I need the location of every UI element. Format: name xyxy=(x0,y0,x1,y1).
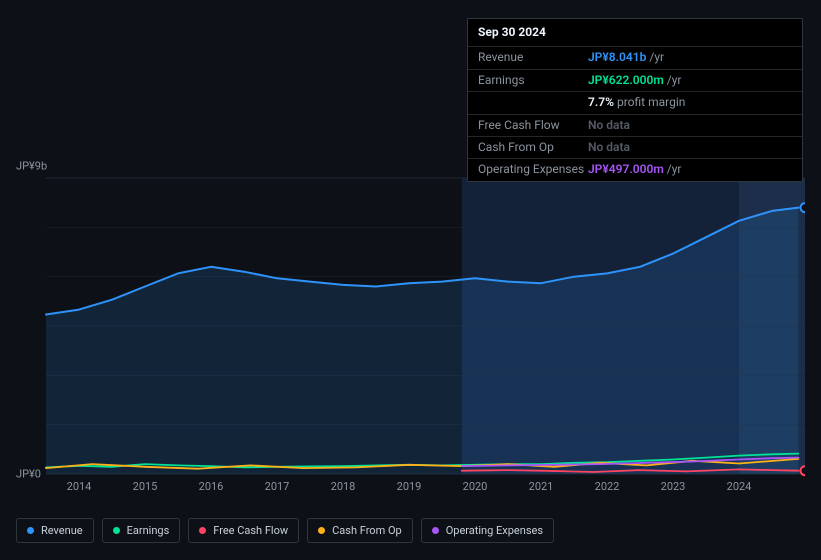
chart-legend: Revenue Earnings Free Cash Flow Cash From O… xyxy=(16,518,554,543)
x-axis-tick: 2020 xyxy=(463,480,488,493)
tooltip-row: RevenueJP¥8.041b/yr xyxy=(468,46,802,68)
tooltip-value: 7.7% xyxy=(588,94,614,111)
y-axis-max-label: JP¥9b xyxy=(16,160,47,173)
tooltip-value: JP¥8.041b xyxy=(588,49,646,66)
legend-dot-icon xyxy=(27,527,34,534)
legend-label: Revenue xyxy=(41,524,83,537)
tooltip-label: Revenue xyxy=(478,49,588,66)
tooltip-label: Free Cash Flow xyxy=(478,117,588,134)
legend-label: Free Cash Flow xyxy=(213,524,288,537)
legend-dot-icon xyxy=(199,527,206,534)
x-axis-tick: 2024 xyxy=(727,480,752,493)
tooltip-unit: /yr xyxy=(667,72,682,89)
tooltip-unit: /yr xyxy=(649,49,664,66)
x-axis-tick: 2023 xyxy=(661,480,686,493)
legend-label: Earnings xyxy=(127,524,170,537)
x-axis-tick: 2015 xyxy=(133,480,158,493)
tooltip-unit: /yr xyxy=(667,161,682,178)
legend-label: Operating Expenses xyxy=(446,524,543,537)
x-axis-tick: 2022 xyxy=(595,480,620,493)
tooltip-row: 7.7%profit margin xyxy=(468,91,802,113)
tooltip-value: JP¥622.000m xyxy=(588,72,664,89)
tooltip-label: Operating Expenses xyxy=(478,161,588,178)
legend-label: Cash From Op xyxy=(332,524,402,537)
legend-dot-icon xyxy=(113,527,120,534)
legend-dot-icon xyxy=(318,527,325,534)
legend-item-earnings[interactable]: Earnings xyxy=(102,518,181,543)
tooltip-value: JP¥497.000m xyxy=(588,161,664,178)
y-axis-min-label: JP¥0 xyxy=(16,468,41,481)
tooltip-date: Sep 30 2024 xyxy=(468,19,802,46)
x-axis-tick: 2016 xyxy=(199,480,224,493)
tooltip-row: Free Cash FlowNo data xyxy=(468,114,802,136)
tooltip-row: Operating ExpensesJP¥497.000m/yr xyxy=(468,158,802,180)
x-axis-tick: 2014 xyxy=(67,480,92,493)
legend-item-free-cash-flow[interactable]: Free Cash Flow xyxy=(188,518,299,543)
legend-item-cash-from-op[interactable]: Cash From Op xyxy=(307,518,413,543)
tooltip-label xyxy=(478,94,588,111)
legend-item-revenue[interactable]: Revenue xyxy=(16,518,94,543)
legend-dot-icon xyxy=(432,527,439,534)
x-axis-tick: 2017 xyxy=(265,480,290,493)
tooltip-row: EarningsJP¥622.000m/yr xyxy=(468,69,802,91)
legend-item-operating-expenses[interactable]: Operating Expenses xyxy=(421,518,554,543)
tooltip-label: Cash From Op xyxy=(478,139,588,156)
tooltip-label: Earnings xyxy=(478,72,588,89)
tooltip-row: Cash From OpNo data xyxy=(468,136,802,158)
tooltip-unit: profit margin xyxy=(617,94,685,111)
chart-svg xyxy=(16,160,805,500)
x-axis-tick: 2019 xyxy=(397,480,422,493)
hover-tooltip: Sep 30 2024 RevenueJP¥8.041b/yrEarningsJ… xyxy=(467,18,803,182)
financials-chart: JP¥9b JP¥0 20142015201620172018201920202… xyxy=(16,160,805,500)
x-axis-labels: 2014 2015 2016 2017 2018 2019 2020 2021 2022 2023… xyxy=(16,480,805,498)
tooltip-value: No data xyxy=(588,139,630,156)
x-axis-tick: 2021 xyxy=(529,480,554,493)
x-axis-tick: 2018 xyxy=(331,480,356,493)
tooltip-value: No data xyxy=(588,117,630,134)
